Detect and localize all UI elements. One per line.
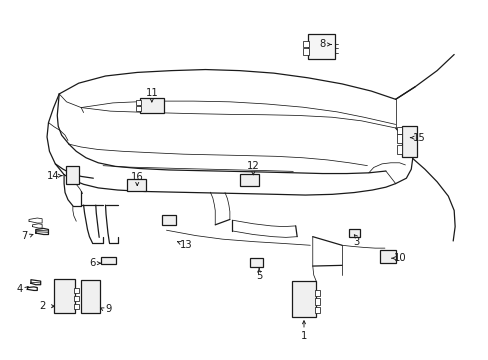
Text: 10: 10: [393, 253, 406, 263]
Bar: [136, 107, 141, 111]
Bar: [74, 296, 79, 301]
Text: 11: 11: [145, 88, 158, 98]
Text: 9: 9: [105, 304, 112, 314]
Bar: [140, 98, 163, 113]
Bar: [250, 258, 262, 267]
Bar: [314, 290, 319, 296]
Bar: [307, 35, 334, 59]
Text: 16: 16: [131, 172, 143, 182]
Bar: [292, 281, 315, 317]
Text: 12: 12: [246, 161, 259, 171]
Bar: [396, 145, 402, 154]
Bar: [348, 229, 359, 237]
Bar: [314, 307, 319, 314]
Text: 13: 13: [179, 240, 192, 250]
Bar: [401, 126, 416, 157]
Text: 3: 3: [353, 237, 359, 247]
Bar: [161, 215, 176, 225]
Bar: [303, 41, 308, 47]
Bar: [127, 179, 146, 192]
Text: 7: 7: [21, 231, 27, 240]
Text: 1: 1: [300, 331, 306, 341]
Text: 6: 6: [89, 258, 95, 268]
Bar: [379, 249, 395, 263]
Bar: [65, 166, 79, 184]
Bar: [314, 298, 319, 305]
Text: 14: 14: [47, 171, 60, 181]
Bar: [396, 134, 402, 143]
Bar: [54, 279, 75, 313]
Text: 15: 15: [412, 133, 425, 143]
Bar: [74, 304, 79, 309]
Text: 5: 5: [255, 271, 262, 281]
Bar: [74, 288, 79, 293]
Bar: [81, 280, 100, 313]
Text: 8: 8: [319, 40, 325, 49]
Bar: [239, 174, 259, 186]
Bar: [136, 100, 141, 105]
Text: 2: 2: [39, 301, 45, 311]
Bar: [101, 257, 116, 264]
Bar: [396, 127, 402, 134]
Text: 4: 4: [16, 284, 22, 294]
Bar: [303, 48, 308, 55]
